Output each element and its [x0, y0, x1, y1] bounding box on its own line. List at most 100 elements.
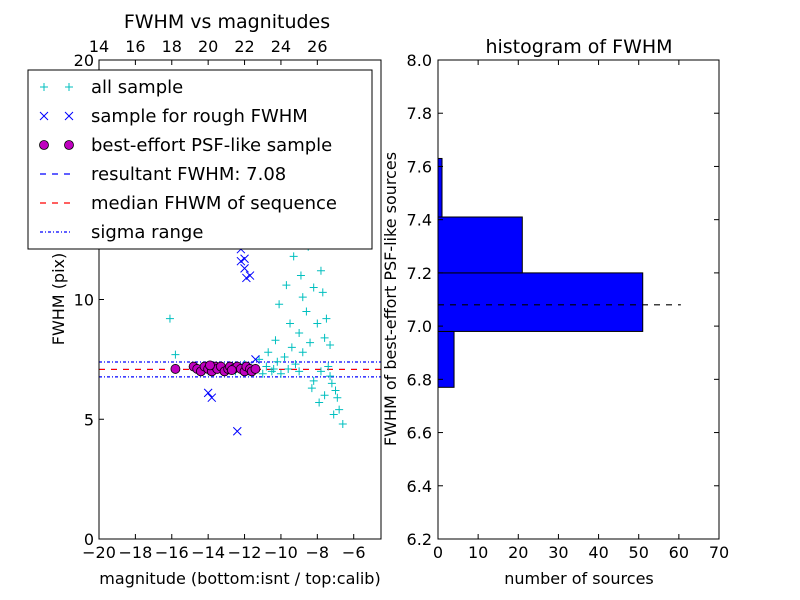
data-point: [309, 376, 318, 385]
top-axis-tick-label: 26: [307, 37, 327, 56]
data-point: [295, 367, 304, 376]
data-point: [251, 355, 260, 364]
scatter-chart: FWHM vs magnitudes −20 −18 −16 −14 −12 −10 −8−…: [27, 11, 382, 588]
top-axis-tick-label: 16: [125, 37, 145, 56]
y-tick-label: 8.0: [407, 51, 432, 70]
legend-marker-swatch: [39, 111, 49, 121]
data-point: [282, 281, 291, 290]
data-point: [333, 393, 342, 402]
legend-entry-label: sigma range: [91, 222, 203, 243]
data-point: [280, 352, 289, 361]
y-tick-label: 0: [84, 530, 94, 549]
data-point: [316, 367, 325, 376]
legend-marker-swatch: [40, 83, 48, 91]
data-point: [316, 266, 325, 275]
y-tick-label: 20: [74, 51, 94, 70]
data-point: [286, 319, 295, 328]
x-tick-label: −18: [119, 543, 153, 562]
data-point: [322, 314, 331, 323]
top-axis-tick-label: 14: [89, 37, 109, 56]
data-point: [170, 364, 181, 374]
legend-marker-swatch: [64, 140, 74, 150]
x-tick-label: 30: [548, 543, 568, 562]
data-point: [313, 319, 322, 328]
legend: all sample sample for rough FWHM best-effo…: [27, 69, 373, 250]
x-tick-label: 50: [629, 543, 649, 562]
data-point: [207, 393, 217, 403]
histogram-bar: [437, 216, 523, 274]
x-tick-label: 60: [669, 543, 689, 562]
data-point: [320, 333, 329, 342]
x-tick-label: −6: [342, 543, 366, 562]
data-point: [309, 283, 318, 292]
data-point: [258, 369, 267, 378]
chart-title: FWHM vs magnitudes: [124, 11, 330, 33]
x-tick-label: −8: [306, 543, 330, 562]
data-point: [338, 420, 347, 429]
data-point: [203, 388, 213, 398]
data-point: [331, 386, 340, 395]
x-tick-label: 10: [468, 543, 488, 562]
y-tick-label: 5: [84, 410, 94, 429]
top-axis-tick-label: 18: [162, 37, 182, 56]
y-tick-label: 7.6: [407, 157, 432, 176]
y-tick-label: 6.6: [407, 424, 432, 443]
data-point: [320, 391, 329, 400]
y-tick-label: 7.4: [407, 211, 432, 230]
histogram-bar: [437, 157, 443, 218]
x-tick-label: −12: [228, 543, 262, 562]
data-point: [289, 252, 298, 261]
data-point: [298, 293, 307, 302]
data-point: [306, 338, 315, 347]
data-point: [326, 341, 335, 350]
data-point: [318, 288, 327, 297]
x-axis-label: magnitude (bottom:isnt / top:calib): [99, 569, 380, 588]
histogram-bar: [437, 272, 644, 332]
data-point: [165, 314, 174, 323]
top-axis-tick-label: 22: [234, 37, 254, 56]
x-tick-label: 70: [709, 543, 729, 562]
data-point: [315, 398, 324, 407]
top-axis-tick-label: 24: [271, 37, 291, 56]
x-tick-label: 0: [433, 543, 443, 562]
data-point: [291, 360, 300, 369]
legend-marker-swatch: [64, 111, 74, 121]
data-point: [296, 271, 305, 280]
histogram-plot-area: 0 10 20 30 40 50 60 70 6.2 6.4 6.6 6.8 7.0 7.2 7.4 7.6 7…: [407, 51, 730, 562]
y-tick-label: 7.0: [407, 317, 432, 336]
legend-entry-label: resultant FWHM: 7.08: [91, 164, 286, 185]
data-point: [264, 348, 273, 357]
data-point: [255, 355, 264, 364]
x-tick-label: −14: [191, 543, 225, 562]
y-tick-label: 6.2: [407, 530, 432, 549]
data-point: [284, 364, 293, 373]
legend-box: [27, 69, 373, 250]
legend-marker-swatch: [65, 83, 73, 91]
data-point: [245, 271, 255, 280]
legend-entry-label: all sample: [91, 77, 183, 98]
data-point: [327, 379, 336, 388]
data-point: [262, 362, 271, 371]
data-point: [276, 369, 285, 378]
y-tick-label: 7.8: [407, 104, 432, 123]
legend-entry-label: median FHWM of sequence: [91, 193, 337, 214]
data-point: [307, 384, 316, 393]
data-point: [205, 360, 215, 371]
y-axis-label: FWHM (pix): [49, 253, 68, 346]
x-tick-label: 20: [508, 543, 528, 562]
data-point: [295, 329, 304, 338]
legend-marker-swatch: [39, 140, 49, 150]
legend-entry-label: best-effort PSF-like sample: [91, 135, 332, 156]
data-point: [171, 350, 180, 359]
y-tick-label: 10: [74, 291, 94, 310]
data-point: [298, 348, 307, 357]
data-point: [250, 364, 261, 374]
data-point: [236, 256, 246, 266]
plot-frame: [437, 59, 720, 540]
data-point: [226, 365, 237, 376]
chart-title: histogram of FWHM: [485, 36, 672, 58]
data-point: [275, 300, 284, 309]
x-tick-label: −16: [155, 543, 189, 562]
data-point: [335, 405, 344, 414]
